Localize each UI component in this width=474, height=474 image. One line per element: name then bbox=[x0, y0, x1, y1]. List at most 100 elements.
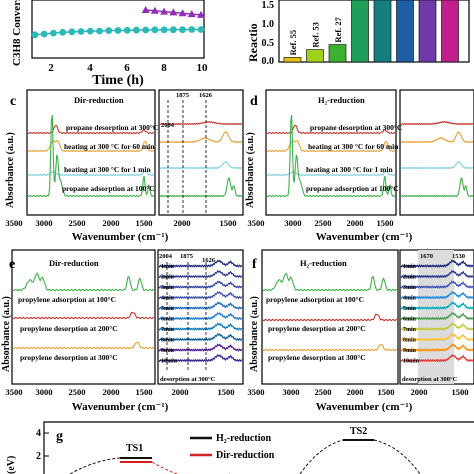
f-panel-label: f bbox=[252, 257, 257, 272]
f-spectra bbox=[262, 272, 398, 352]
e-inset-note: desorption at 300°C bbox=[160, 376, 216, 383]
minute-label: 3min bbox=[403, 285, 417, 291]
d-spectra-line-2 bbox=[266, 170, 395, 177]
e-panel-label: e bbox=[9, 257, 15, 272]
e-inset-xtick-2000: 2000 bbox=[172, 387, 189, 397]
f-inset-line-6 bbox=[400, 322, 474, 331]
b-point bbox=[151, 26, 159, 34]
c-label-2: heating at 300 °C for 1 min bbox=[64, 165, 151, 174]
e-inset-line-1 bbox=[158, 269, 243, 279]
c-inset-line-3 bbox=[159, 177, 242, 198]
minute-label: 6min bbox=[161, 317, 175, 323]
c-inset-spectra bbox=[159, 100, 242, 214]
f-main-frame bbox=[261, 249, 399, 385]
g-path-h2-1 bbox=[299, 439, 344, 474]
f-xtick-3000: 3000 bbox=[283, 387, 300, 397]
panel-b-points bbox=[31, 5, 205, 39]
b-point bbox=[197, 26, 205, 33]
minute-label: 9min bbox=[161, 348, 175, 354]
f-mark-1530: 1530 bbox=[452, 253, 465, 260]
e-spectra-line-1 bbox=[12, 311, 155, 320]
f-spectra-line-2 bbox=[262, 343, 398, 352]
c-xtick-1500: 1500 bbox=[136, 218, 153, 228]
minute-label: 8min bbox=[403, 338, 417, 344]
bar-ytick-0: 0.0 bbox=[262, 56, 275, 67]
c-spectra-line-3 bbox=[27, 115, 154, 198]
d-inset-spectra bbox=[400, 120, 473, 198]
bar bbox=[441, 0, 459, 63]
f-ylabel: Absorbance (a.u.) bbox=[249, 296, 260, 372]
f-inset-line-9 bbox=[400, 353, 474, 363]
g-state-ts1: TS1 bbox=[126, 443, 143, 454]
c-mark-1626: 1626 bbox=[199, 92, 213, 99]
e-mark-1626: 1626 bbox=[202, 257, 216, 264]
c-inset-xtick-1500: 1500 bbox=[220, 218, 237, 228]
minute-label: 10min bbox=[403, 359, 420, 365]
d-xlabel: Wavenumber (cm⁻¹) bbox=[316, 231, 413, 243]
minute-label: 7min bbox=[403, 327, 417, 333]
bar-ylabel: Reactio bbox=[246, 23, 260, 62]
c-spectra-line-0 bbox=[27, 124, 154, 135]
c-label-1: heating at 300 °C for 60 min bbox=[64, 142, 155, 151]
d-inset-line-2 bbox=[400, 161, 473, 170]
minute-label: 5min bbox=[161, 306, 175, 312]
g-path-dir-1 bbox=[151, 461, 230, 474]
g-ytick-4: 4 bbox=[36, 428, 41, 439]
b-xtick-2: 2 bbox=[48, 62, 54, 74]
bar-category-label: Ref. 55 bbox=[288, 30, 298, 56]
f-label-2: propylene desorption at 300°C bbox=[268, 353, 366, 362]
c-inset-xtick-2000: 2000 bbox=[174, 218, 191, 228]
e-title: Dir-reduction bbox=[49, 258, 99, 268]
d-panel-label: d bbox=[250, 94, 258, 109]
b-xtick-8: 8 bbox=[161, 62, 167, 74]
minute-label: 5min bbox=[403, 306, 417, 312]
c-mark-2004: 2004 bbox=[161, 122, 175, 129]
panel-e: e Dir-reduction propylene adsorption at … bbox=[1, 249, 244, 413]
c-xtick-3000: 3000 bbox=[36, 218, 53, 228]
f-spectra-line-1 bbox=[262, 313, 398, 322]
panel-d: d H₂-reduction propane desorption at 300… bbox=[245, 89, 474, 243]
d-label-2: heating at 300 °C for 1 min bbox=[306, 165, 393, 174]
minute-label: 1min bbox=[161, 264, 175, 270]
b-xtick-6: 6 bbox=[124, 62, 130, 74]
minute-label: 3min bbox=[161, 285, 175, 291]
f-inset-spectra bbox=[400, 259, 474, 363]
e-xtick-2500: 2500 bbox=[69, 387, 86, 397]
g-legend-dir: Dir-reduction bbox=[216, 450, 275, 461]
e-inset-line-3 bbox=[158, 290, 243, 300]
d-ylabel: Absorbance (a.u.) bbox=[245, 132, 256, 208]
f-inset-note: desorption at 300°C bbox=[402, 376, 458, 383]
b-point bbox=[169, 26, 177, 34]
f-xtick-2000: 2000 bbox=[347, 387, 364, 397]
bar bbox=[283, 57, 302, 63]
e-ylabel: Absorbance (a.u.) bbox=[1, 296, 12, 372]
c-xtick-3500: 3500 bbox=[6, 218, 23, 228]
bar-ytick-15: 1.5 bbox=[262, 0, 275, 11]
f-inset-line-3 bbox=[400, 290, 474, 300]
c-spectra-line-1 bbox=[27, 140, 154, 153]
d-inset-frame bbox=[399, 89, 474, 216]
c-xlabel: Wavenumber (cm⁻¹) bbox=[72, 231, 169, 243]
f-xtick-2500: 2500 bbox=[315, 387, 332, 397]
b-point bbox=[169, 8, 178, 16]
c-panel-label: c bbox=[10, 94, 16, 109]
b-xtick-10: 10 bbox=[197, 62, 209, 74]
b-point bbox=[187, 10, 196, 18]
b-point bbox=[77, 28, 85, 35]
e-mark-1875: 1875 bbox=[180, 253, 194, 260]
bar bbox=[328, 44, 347, 63]
e-inset-spectra bbox=[158, 259, 243, 372]
e-inset-line-4 bbox=[158, 301, 243, 310]
b-point bbox=[160, 7, 169, 15]
e-inset-line-2 bbox=[158, 280, 243, 289]
f-minute-labels: 1min 2min 3min 4min 5min 6min 7min 8min 9min 10mi… bbox=[403, 264, 420, 365]
d-spectra-line-3 bbox=[266, 115, 395, 198]
e-main-frame bbox=[11, 249, 156, 385]
panel-f: f H₂-reduction propylene adsorption at 1… bbox=[248, 249, 474, 413]
e-label-0: propylene adsorption at 100°C bbox=[18, 295, 116, 304]
f-inset-xtick-1500: 1500 bbox=[452, 387, 469, 397]
f-inset-line-8 bbox=[400, 343, 474, 352]
g-axes bbox=[43, 421, 474, 474]
f-spectra-line-0 bbox=[262, 272, 398, 292]
e-xticks: 3500 3000 2500 2000 1500 2000 1500 bbox=[6, 387, 235, 397]
